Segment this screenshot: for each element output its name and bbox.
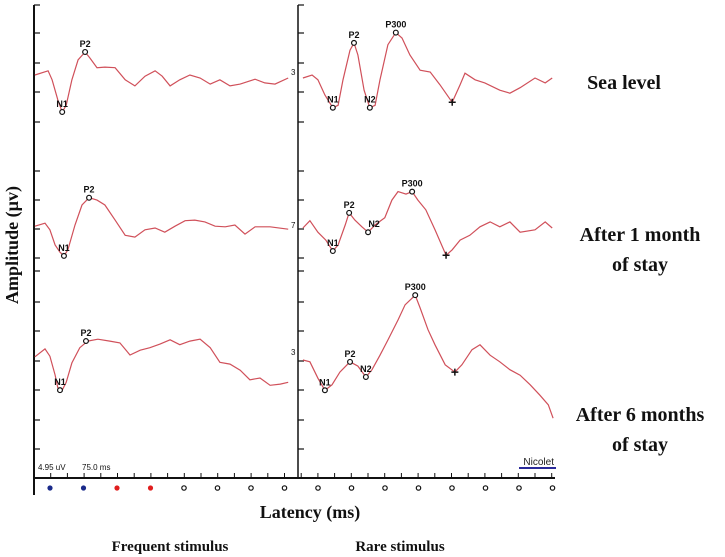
latency-scale-label: 75.0 ms [82, 463, 110, 472]
peak-label-n1: N1 [58, 243, 70, 253]
peak-marker-n1 [321, 387, 328, 394]
channel-marker[interactable] [315, 485, 321, 491]
peak-label-p2: P2 [80, 39, 91, 49]
cursor-cross-marker [451, 368, 459, 376]
row-label-6-months-line2: of stay [612, 434, 668, 456]
channel-marker[interactable] [348, 485, 355, 491]
peak-label-n2: N2 [360, 364, 372, 374]
row-label-6-months-line1: After 6 months [576, 404, 705, 426]
peak-marker-n1 [329, 104, 336, 111]
waveform-trace [302, 31, 553, 109]
peak-marker-n1 [59, 108, 66, 115]
peak-marker-p2 [82, 48, 89, 55]
channel-marker[interactable] [415, 485, 422, 491]
waveform-trace [302, 190, 553, 257]
peak-marker-p2 [346, 209, 353, 216]
row-label-sea-level: Sea level [587, 72, 661, 94]
peak-marker-p300 [392, 29, 399, 36]
peak-label-n1: N1 [56, 99, 68, 109]
peak-label-n1: N1 [327, 95, 339, 105]
cursor-cross-marker [448, 98, 456, 106]
waveform-trace [34, 197, 289, 257]
channel-marker[interactable] [549, 485, 556, 491]
peak-marker-p2 [350, 39, 357, 46]
channel-marker[interactable] [181, 485, 187, 491]
column-label-frequent: Frequent stimulus [112, 539, 229, 555]
y-axis-label: Amplitude (µv) [2, 186, 23, 304]
channel-marker[interactable] [482, 485, 489, 491]
peak-marker-p300 [409, 188, 416, 195]
waveform-trace [34, 338, 289, 392]
peak-marker-p2 [82, 338, 89, 345]
peak-label-n1: N1 [319, 377, 331, 387]
channel-marker[interactable] [449, 485, 455, 491]
channel-marker[interactable] [281, 485, 288, 491]
peak-marker-n2 [366, 104, 373, 111]
peak-marker-n1 [60, 252, 67, 259]
channel-marker-active[interactable] [47, 485, 53, 491]
nicolet-brand: Nicolet [523, 457, 554, 468]
peak-label-p2: P2 [80, 328, 91, 338]
peak-label-n2: N2 [368, 219, 380, 229]
peak-label-p300: P300 [405, 282, 426, 292]
traces: N1 P2 3 N1 P2 7 N1 P2 3 N1 P2 N2 P300 N1 P2 N2 P300 N1 P2 N… [34, 20, 554, 419]
channel-marker[interactable] [516, 485, 522, 491]
waveform-trace [302, 294, 554, 419]
peak-label-n1: N1 [327, 238, 339, 248]
channel-number-label: 7 [291, 221, 296, 230]
peak-marker-n2 [365, 229, 372, 236]
channel-number-label: 3 [291, 68, 296, 77]
peak-marker-p2 [347, 358, 354, 365]
channel-marker[interactable] [382, 485, 388, 491]
waveform-trace [34, 51, 289, 114]
peak-marker-p2 [86, 194, 93, 201]
row-label-1-month-line2: of stay [612, 254, 668, 276]
column-label-rare: Rare stimulus [355, 539, 444, 555]
amplitude-scale-label: 4.95 uV [38, 463, 66, 472]
row-label-1-month-line1: After 1 month [580, 224, 701, 246]
peak-label-p2: P2 [348, 30, 359, 40]
peak-label-n1: N1 [54, 377, 66, 387]
cursor-cross-marker [442, 251, 450, 259]
channel-marker-active[interactable] [114, 485, 120, 491]
channel-marker-active[interactable] [147, 485, 154, 491]
x-axis-label: Latency (ms) [260, 502, 360, 523]
channel-marker[interactable] [248, 485, 254, 491]
peak-label-p2: P2 [344, 200, 355, 210]
peak-label-p2: P2 [84, 185, 95, 195]
peak-marker-n2 [362, 373, 369, 380]
peak-label-p300: P300 [402, 179, 423, 189]
peak-label-p2: P2 [345, 349, 356, 359]
peak-marker-p300 [412, 292, 419, 299]
peak-label-n2: N2 [364, 95, 376, 105]
peak-label-p300: P300 [385, 20, 406, 30]
channel-marker[interactable] [214, 485, 221, 491]
channel-marker-active[interactable] [80, 485, 87, 491]
axes [33, 4, 556, 495]
channel-number-label: 3 [291, 348, 296, 357]
peak-marker-n1 [329, 248, 336, 255]
peak-marker-n1 [56, 387, 63, 394]
